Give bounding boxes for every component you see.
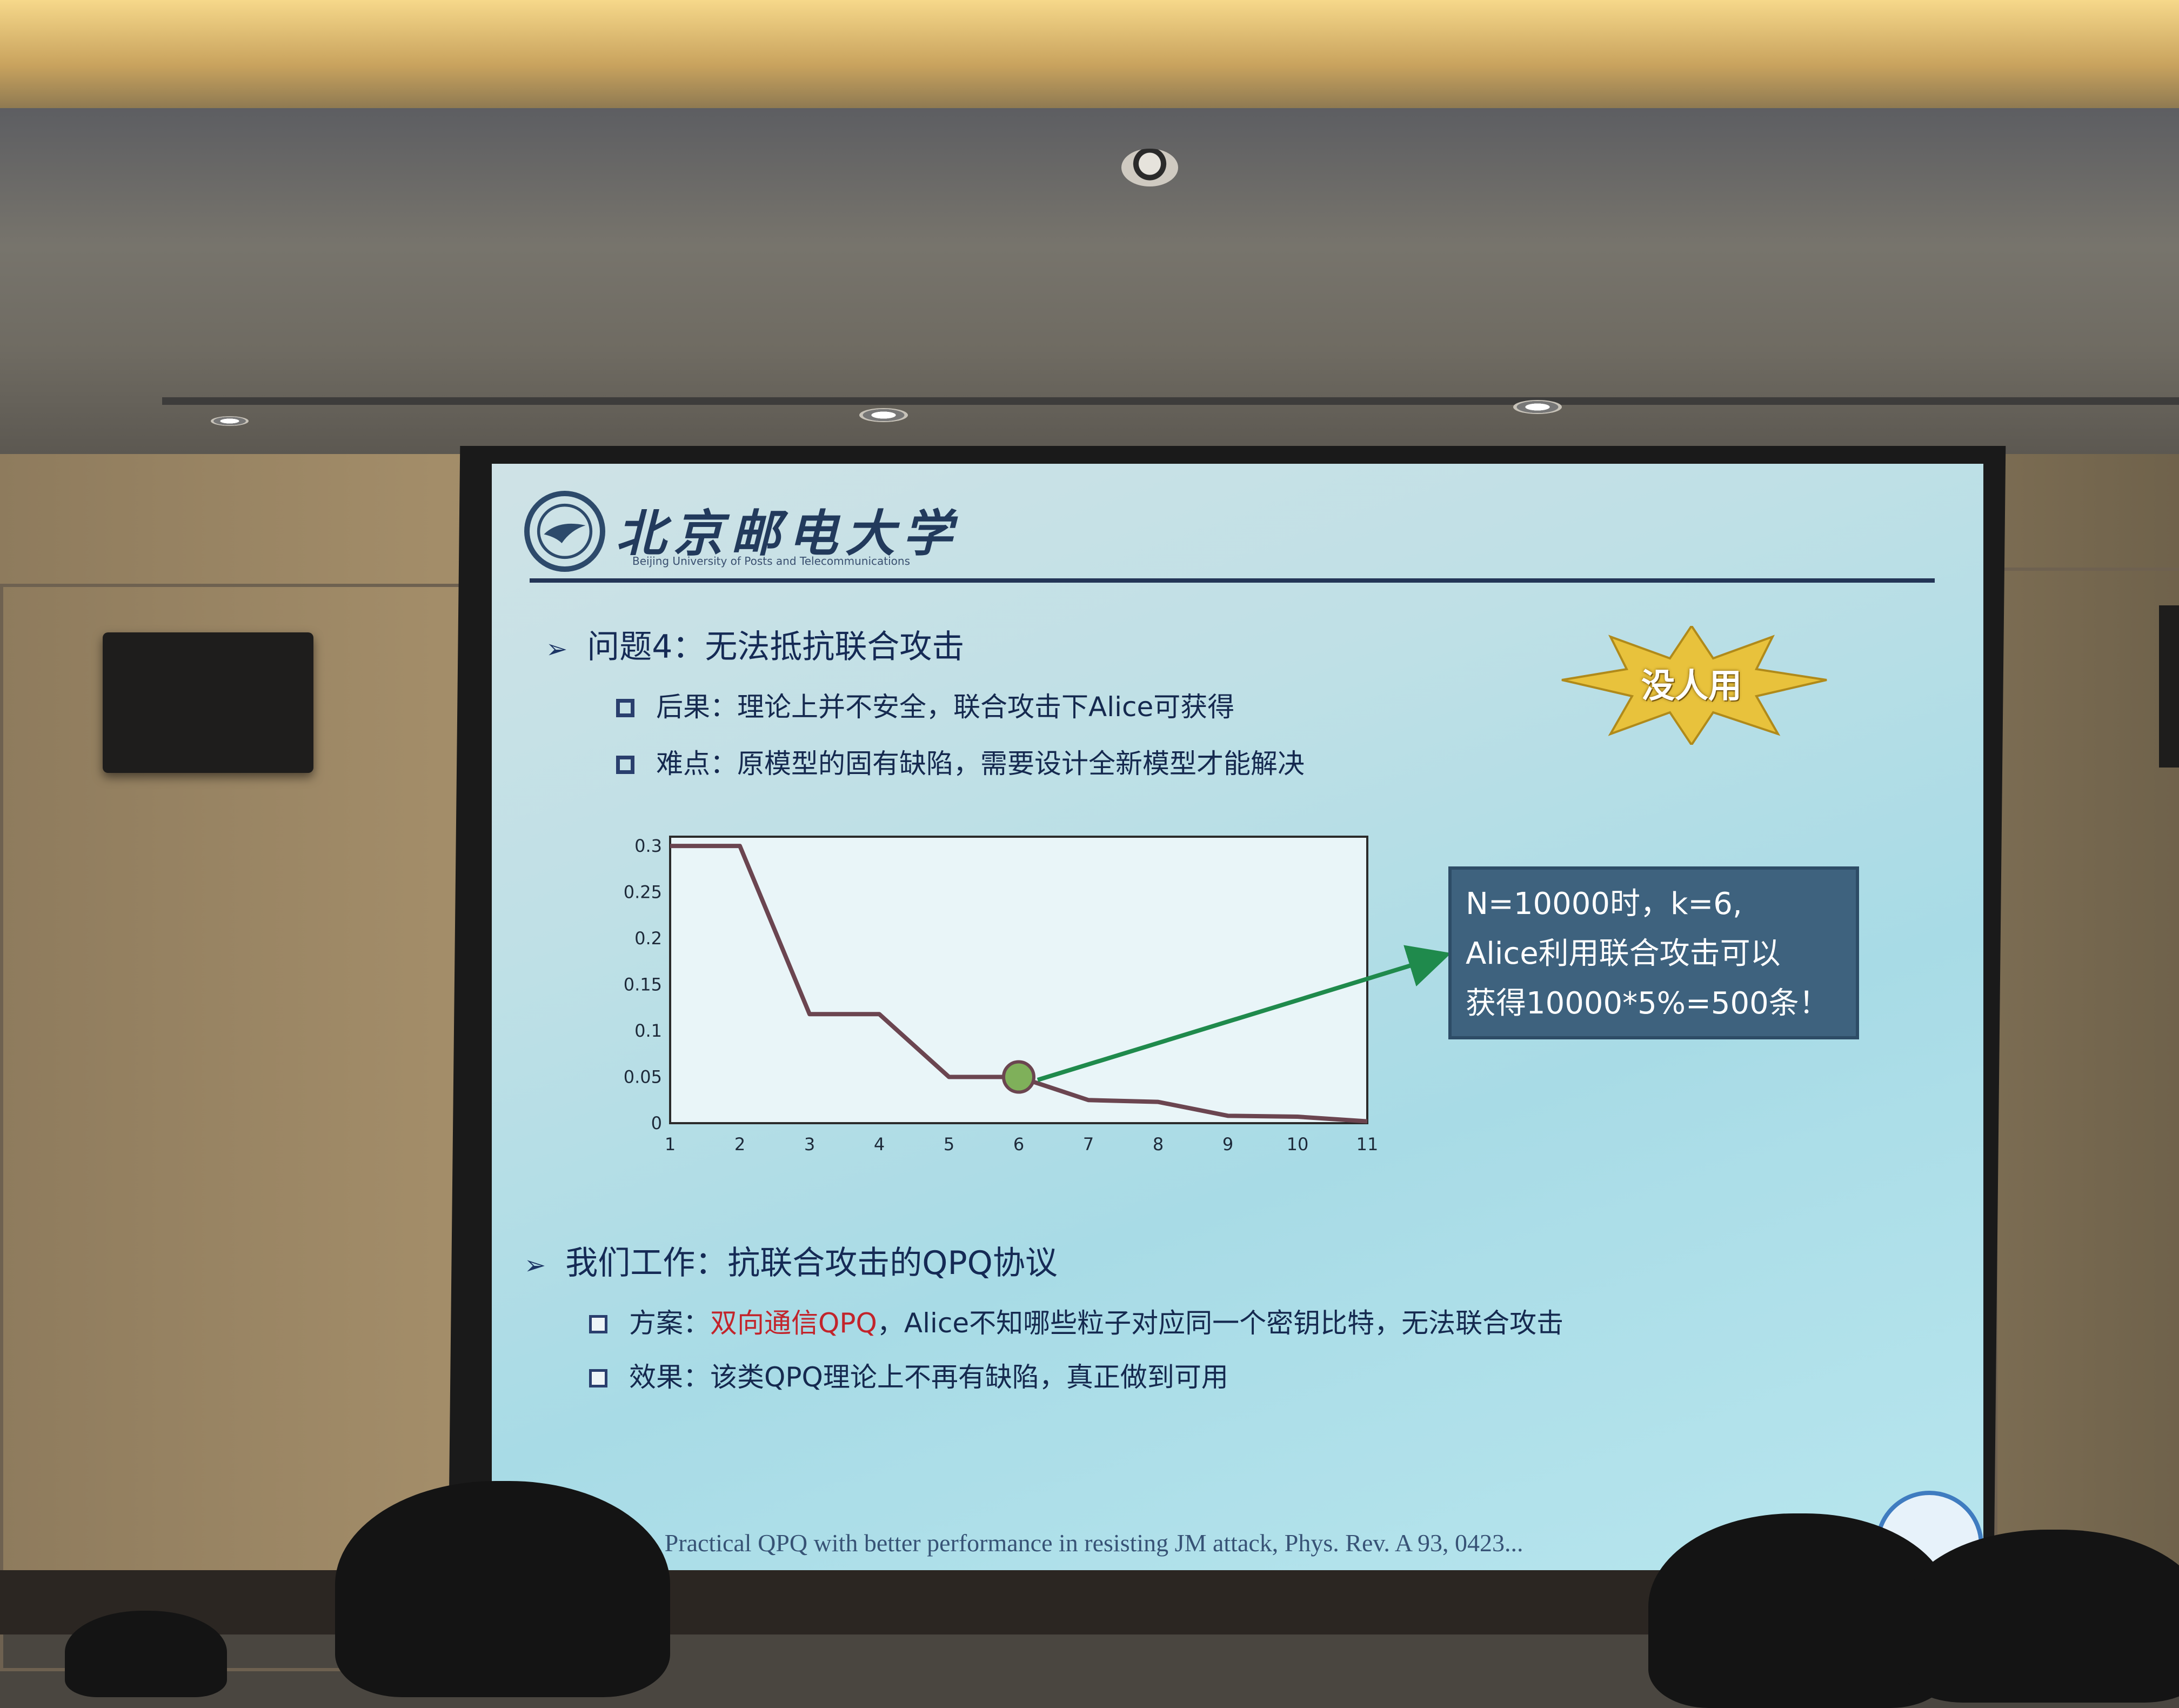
speaker [2159, 605, 2179, 768]
speaker [103, 632, 313, 773]
starburst-icon [1561, 624, 1827, 747]
x-axis-ticks: 1 2 3 4 5 6 7 8 9 10 11 [665, 1134, 1379, 1155]
ceiling-edge [162, 397, 2179, 405]
problem-heading: ➢ 问题4：无法抵抗联合攻击 [546, 621, 964, 668]
x-tick-label: 2 [734, 1134, 745, 1155]
bullet-arrow-icon: ➢ [546, 634, 568, 664]
scheme-highlight: 双向通信QPQ [710, 1307, 877, 1339]
audience-head [1902, 1530, 2179, 1703]
x-tick-label: 9 [1222, 1134, 1233, 1155]
projected-slide: 北京邮电大学 Beijing University of Posts and T… [492, 464, 1983, 1593]
callout-box: N=10000时，k=6, Alice利用联合攻击可以 获得10000*5%=5… [1448, 866, 1859, 1039]
work-heading: ➢ 我们工作：抗联合攻击的QPQ协议 [524, 1237, 1058, 1284]
x-tick-label: 11 [1356, 1134, 1379, 1155]
scheme-item: 方案：双向通信QPQ，Alice不知哪些粒子对应同一个密钥比特，无法联合攻击 [589, 1302, 1563, 1340]
square-bullet-icon [589, 1315, 607, 1333]
university-seal-icon [537, 503, 593, 559]
y-tick-label: 0.3 [634, 836, 662, 856]
effect-item: 效果：该类QPQ理论上不再有缺陷，真正做到可用 [589, 1356, 1228, 1395]
work-title: 我们工作：抗联合攻击的QPQ协议 [565, 1244, 1058, 1282]
y-tick-label: 0.1 [634, 1020, 662, 1041]
y-tick-label: 0.15 [624, 975, 662, 995]
difficulty-item: 难点：原模型的固有缺陷，需要设计全新模型才能解决 [616, 742, 1305, 781]
x-tick-label: 5 [944, 1134, 954, 1155]
bullet-arrow-icon: ➢ [524, 1250, 546, 1280]
university-name-en: Beijing University of Posts and Telecomm… [632, 555, 910, 568]
x-tick-label: 3 [804, 1134, 815, 1155]
annotation-arrow [1037, 945, 1452, 1082]
consequence-text: 后果：理论上并不安全，联合攻击下Alice可获得 [656, 691, 1235, 723]
x-tick-label: 1 [665, 1134, 676, 1155]
audience-head [65, 1611, 227, 1697]
square-bullet-icon [616, 756, 634, 774]
ceiling-soffit [0, 108, 2179, 454]
starburst-label: 没人用 [1641, 666, 1742, 705]
difficulty-text: 难点：原模型的固有缺陷，需要设计全新模型才能解决 [656, 748, 1305, 779]
ceiling-camera [1121, 149, 1178, 186]
scheme-label: 方案： [629, 1307, 710, 1339]
x-tick-label: 10 [1287, 1134, 1309, 1155]
x-tick-label: 6 [1013, 1134, 1024, 1155]
y-tick-label: 0.05 [624, 1067, 662, 1087]
x-tick-label: 4 [874, 1134, 885, 1155]
reference-citation: ..i, et al. Practical QPQ with better pe… [578, 1529, 1523, 1557]
downlight [211, 416, 249, 426]
square-bullet-icon [589, 1369, 607, 1387]
downlight [1513, 400, 1562, 414]
x-tick-label: 8 [1153, 1134, 1164, 1155]
callout-line: Alice利用联合攻击可以 [1466, 936, 1781, 971]
problem-title: 问题4：无法抵抗联合攻击 [587, 628, 965, 666]
x-tick-label: 7 [1083, 1134, 1094, 1155]
callout-line: N=10000时，k=6, [1466, 886, 1742, 922]
ceiling-light [0, 0, 2179, 108]
wall-panel [1994, 568, 2179, 1655]
starburst-badge [1551, 624, 1832, 747]
highlight-point [1002, 1060, 1035, 1094]
y-axis-ticks: 0 0.05 0.1 0.15 0.2 0.25 0.3 [624, 836, 662, 1133]
consequence-item: 后果：理论上并不安全，联合攻击下Alice可获得 [616, 685, 1234, 724]
university-logo [524, 491, 605, 572]
scheme-rest: ，Alice不知哪些粒子对应同一个密钥比特，无法联合攻击 [877, 1307, 1564, 1339]
y-tick-label: 0.2 [634, 928, 662, 949]
university-name: 北京邮电大学 [616, 504, 960, 563]
y-tick-label: 0 [651, 1113, 662, 1133]
callout-line: 获得10000*5%=500条！ [1466, 986, 1829, 1021]
audience-head [335, 1481, 670, 1697]
header-divider [530, 578, 1935, 583]
square-bullet-icon [616, 699, 634, 717]
effect-text: 效果：该类QPQ理论上不再有缺陷，真正做到可用 [629, 1362, 1228, 1393]
chart-series [670, 844, 1368, 1124]
y-tick-label: 0.25 [624, 882, 662, 903]
downlight [859, 408, 908, 422]
